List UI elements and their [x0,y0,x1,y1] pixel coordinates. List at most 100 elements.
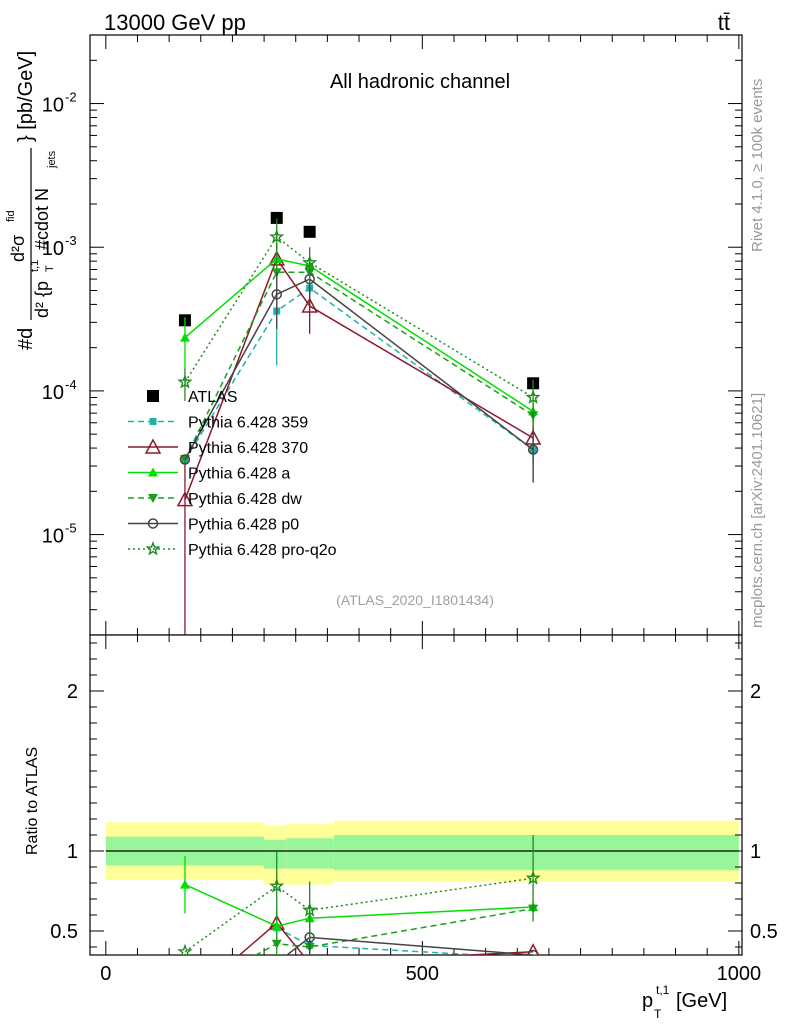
ratio-inner-band [286,838,334,869]
main-data-point [179,455,190,465]
ratio-bands [105,820,739,885]
ratio-xlabel: p T t,1 [GeV] [642,983,727,1021]
main-legend: ATLAS Pythia 6.428 359 Pythia 6.428 370 Pyt… [128,389,337,559]
ylabel-numerator: d²σ [8,235,28,262]
main-series-group [177,218,541,423]
ratio-ylabel: Ratio to ATLAS [24,747,41,855]
ratio-inner-band [264,839,287,869]
ratio-panel: 0 500 1000 0.5 0.5 1 1 2 2 Ratio to ATLAS p T t,… [24,634,778,1021]
legend-entry: ATLAS [147,389,238,406]
main-series-line [184,278,534,460]
legend-label: Pythia 6.428 359 [188,415,308,432]
ratio-xtick-label: 500 [406,963,439,985]
main-ytick-label: 10 [42,95,64,117]
ratio-series [177,835,541,1008]
ratio-data-point [180,989,190,998]
legend-label: Pythia 6.428 a [188,466,290,483]
ratio-ticks: 0 500 1000 0.5 0.5 1 1 2 2 [50,635,778,985]
ratio-data-point [177,943,193,955]
main-ytick-exponent: -3 [65,233,77,248]
main-data-point [179,332,190,342]
main-series-group [178,211,540,390]
mcplots-label: mcplots.cern.ch [arXiv:2401.10621] [749,393,766,628]
analysis-label: (ATLAS_2020_I1801434) [336,592,494,608]
ylabel-denominator-sub: T [44,265,56,272]
legend-entry: Pythia 6.428 p0 [128,517,299,534]
legend-entry: Pythia 6.428 370 [128,438,308,457]
main-panel: All hadronic channel (ATLAS_2020_I180143… [5,34,743,636]
main-series-line [184,271,534,460]
ratio-data-point [301,902,318,917]
legend-entry: Pythia 6.428 359 [128,415,308,432]
ratio-inner-band [333,835,739,871]
legend-entry: Pythia 6.428 dw [128,491,302,508]
main-ytick-exponent: -4 [65,377,77,392]
ratio-data-point [178,995,192,1008]
main-series [176,211,542,635]
legend-label: Pythia 6.428 pro-q2o [188,542,337,559]
rivet-version-label: Rivet 4.1.0, ≥ 100k events [749,79,766,252]
ratio-data-point [527,949,539,955]
ratio-series-line [238,921,534,955]
ylabel-numerator-sup: fid [5,210,17,222]
main-data-point [271,289,282,300]
ratio-plot-frame [89,634,743,956]
header-energy-label: 13000 GeV pp [104,10,246,35]
main-ytick-label: 10 [42,526,64,548]
legend-label: Pythia 6.428 370 [188,440,308,457]
main-data-point [269,228,285,244]
ratio-ytick-label-left: 1 [67,841,78,863]
ratio-data-point [272,959,281,968]
ylabel-denominator-rest-sub: jets [46,150,58,169]
ratio-data-point [271,921,282,931]
main-data-point [177,374,193,389]
ylabel-denominator-rest: #cdot N [32,188,52,250]
legend-entry: Pythia 6.428 pro-q2o [128,541,337,559]
ratio-data-point [179,879,190,889]
main-title: All hadronic channel [330,71,510,93]
ratio-data-point [529,954,537,955]
legend-label: Pythia 6.428 dw [188,491,302,508]
xlabel-sup: t,1 [656,983,670,997]
header-process-label: tt̄ [718,10,730,35]
main-data-point [525,389,541,404]
ylabel-prefix: #d [15,328,37,350]
main-data-point [179,454,191,465]
ratio-data-point [180,989,189,998]
main-ytick-label: 10 [42,238,64,260]
main-data-point [301,297,318,313]
main-ylabel: #d d²σ fid d² {p T t,1 #cdot N jets } [p… [5,51,58,350]
main-series-line [184,257,534,500]
ratio-data-point [271,939,282,949]
main-series-line [184,235,534,399]
legend-marker [144,438,162,454]
main-ytick-exponent: -2 [65,90,77,105]
xlabel-main: p [642,990,653,1012]
legend-marker [147,390,159,402]
ratio-data-point [525,870,541,885]
ratio-series-line [184,883,534,927]
main-data-point [301,254,318,270]
main-series-line [184,287,534,461]
ratio-xtick-label: 0 [100,963,111,985]
ratio-series-line [276,927,491,955]
main-ytick-label: 10 [42,382,64,404]
ratio-ytick-label-right: 2 [750,681,761,703]
ratio-data-point [309,954,310,955]
ratio-ytick-label-left: 2 [67,681,78,703]
ratio-xtick-label: 1000 [717,963,762,985]
ratio-series-group [177,835,541,955]
ratio-ytick-label-right: 1 [750,841,761,863]
main-series-line [184,258,534,413]
ratio-series-line [184,877,534,953]
ratio-series-line [254,907,534,955]
main-ticks: 10-210-310-410-5 [42,34,742,636]
ylabel-denominator-sup: t,1 [29,260,41,272]
main-data-point [270,211,283,224]
legend-label: ATLAS [188,389,238,406]
legend-marker [149,418,157,425]
ratio-data-point [269,878,285,893]
legend-marker [147,518,159,529]
legend-marker [148,494,158,503]
